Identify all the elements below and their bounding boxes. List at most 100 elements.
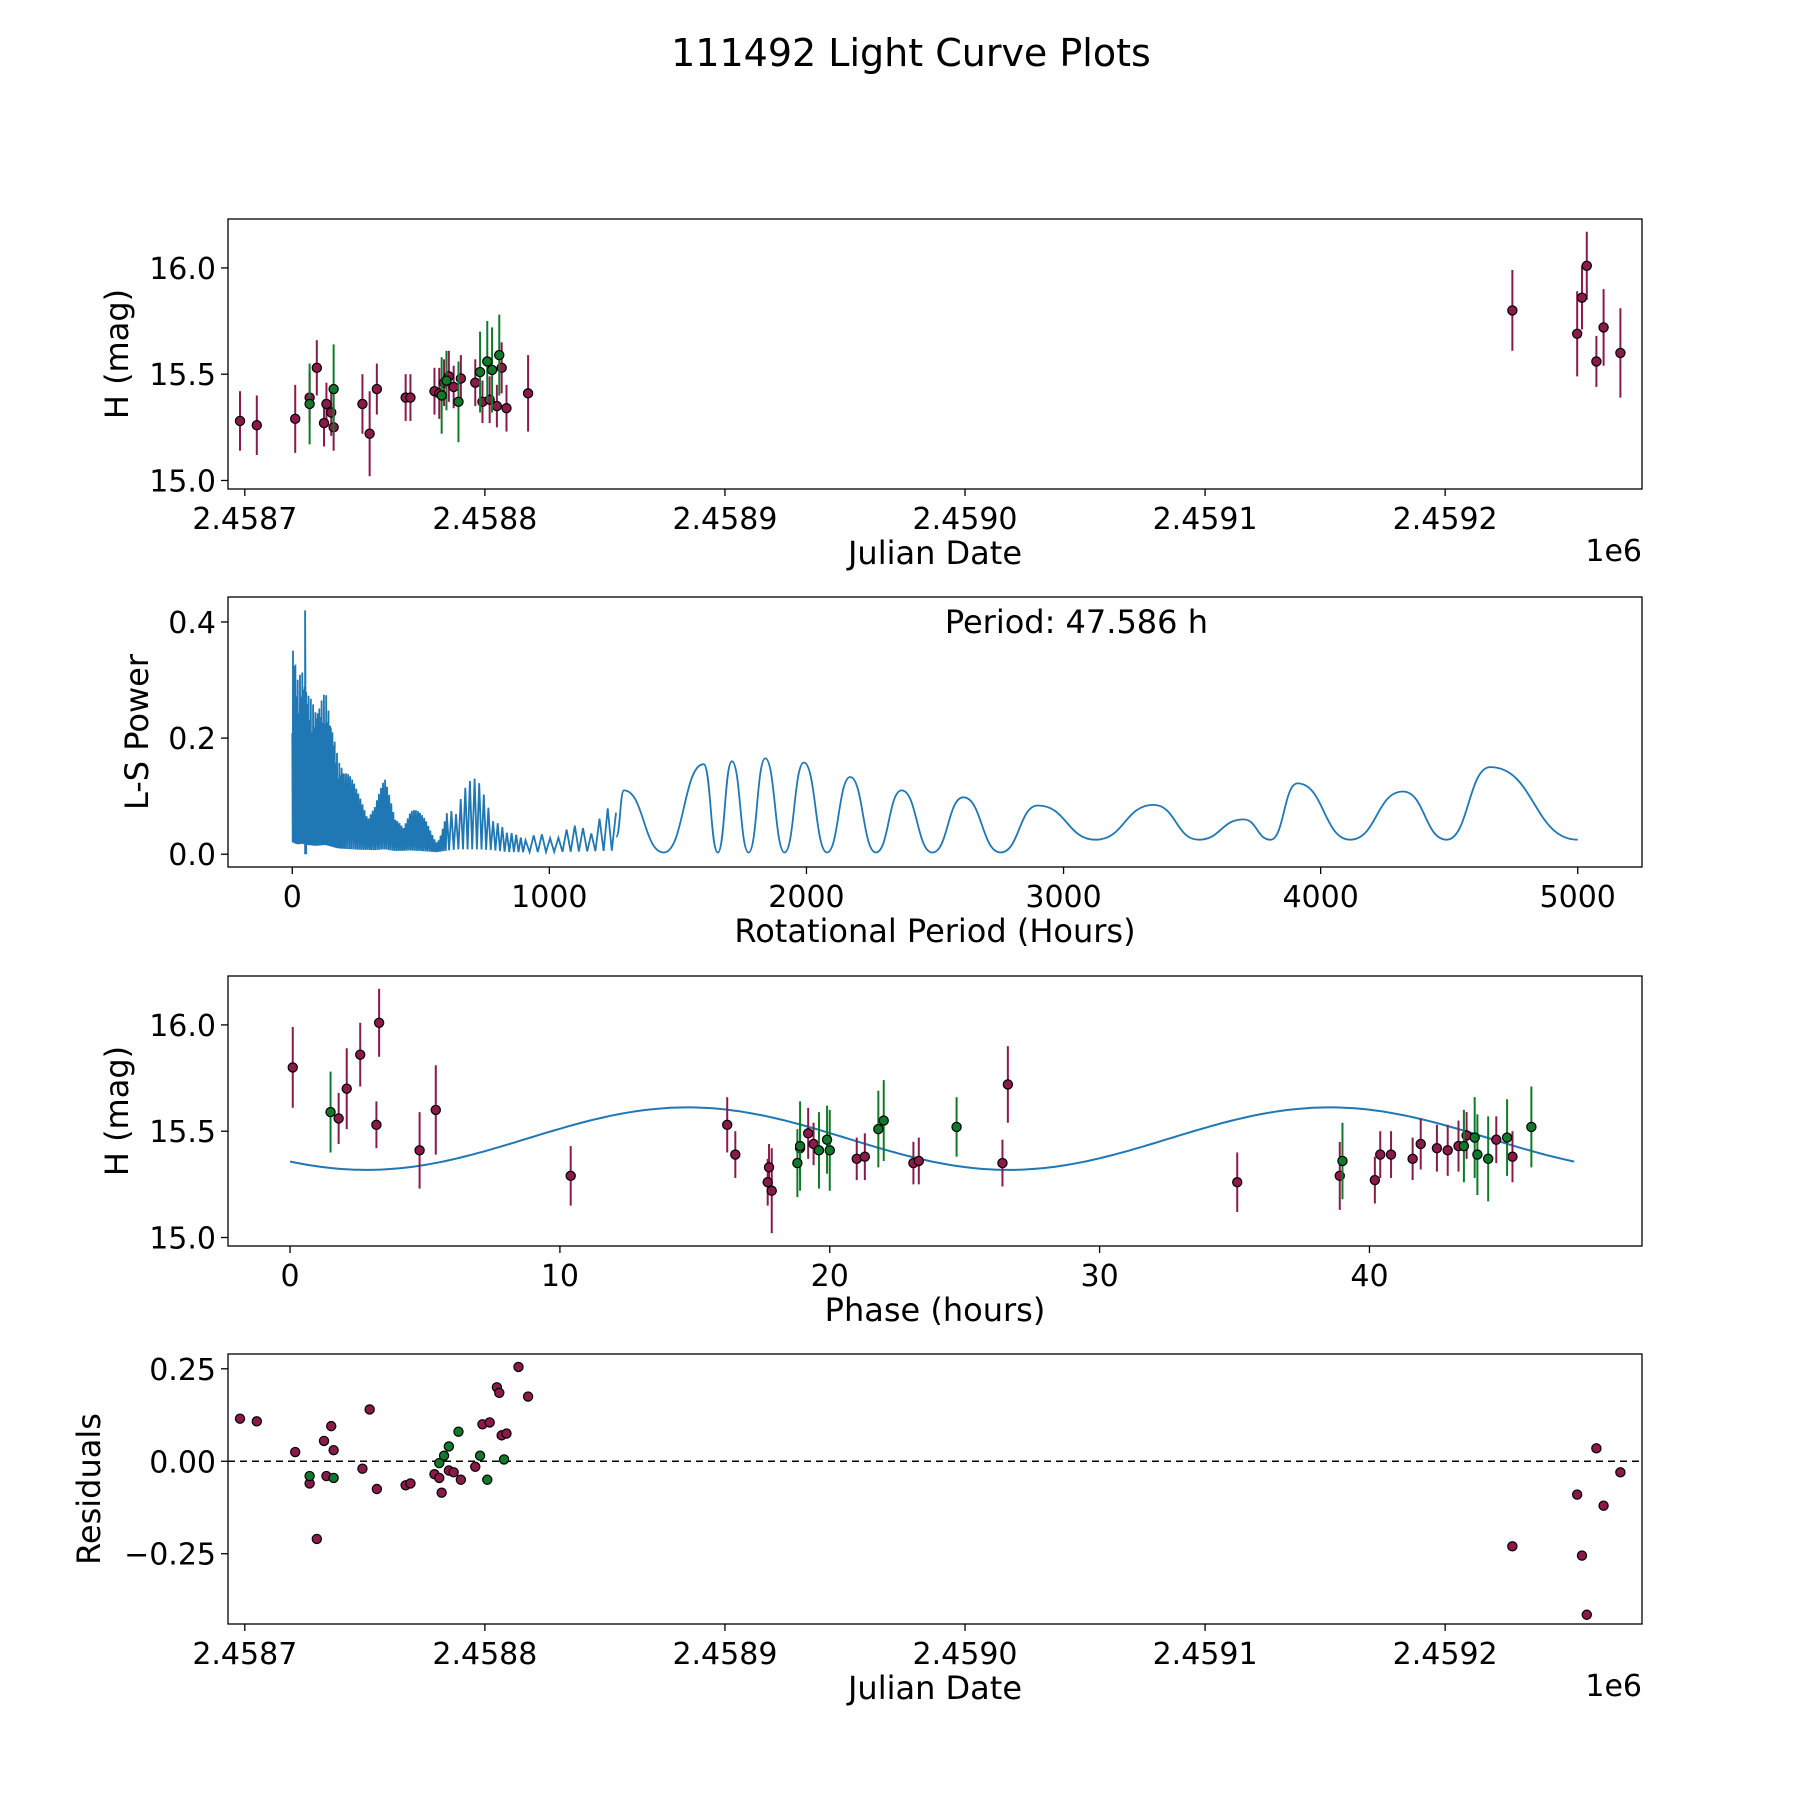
y-tick-label: 16.0 [149, 1009, 216, 1044]
data-point [565, 1170, 576, 1182]
data-point [251, 1416, 263, 1427]
data-point [1576, 1550, 1588, 1561]
data-point [287, 1062, 298, 1073]
x-tick-label: 30 [1081, 1259, 1119, 1294]
x-tick-label: 2.4589 [672, 502, 777, 537]
data-point [501, 403, 512, 414]
data-point [434, 1472, 445, 1484]
data-point [405, 392, 416, 403]
phased-frame [227, 975, 1643, 1247]
y-tick-label: 15.5 [149, 1115, 216, 1150]
x-tick-label: 2.4591 [1153, 1637, 1258, 1672]
data-point [762, 1177, 773, 1188]
data-point [1431, 1143, 1443, 1154]
data-point [441, 375, 452, 386]
data-point [1469, 1132, 1480, 1143]
data-point [325, 1106, 336, 1118]
data-point [484, 1417, 495, 1428]
lightcurve-plot-area [234, 231, 1626, 477]
x-tick-label: 1000 [511, 880, 587, 915]
periodogram-frame [227, 596, 1643, 868]
data-point [951, 1121, 962, 1133]
data-point [234, 1413, 246, 1424]
data-point [290, 1446, 301, 1458]
data-point [1472, 1149, 1483, 1160]
data-point [1598, 1500, 1609, 1511]
residuals-plot-area [228, 1361, 1642, 1620]
data-point [1598, 322, 1609, 333]
data-point [1501, 1132, 1513, 1143]
y-axis-label: L-S Power [118, 653, 156, 810]
data-point [482, 356, 493, 367]
data-point [1507, 305, 1518, 316]
period-annotation: Period: 47.586 h [945, 603, 1208, 641]
model-curve [289, 1106, 1575, 1171]
data-point [364, 1404, 375, 1415]
x-tick-label: 2.4587 [192, 502, 297, 537]
data-point [328, 383, 339, 395]
data-point [405, 1478, 416, 1489]
data-point [1615, 347, 1626, 359]
data-point [730, 1149, 741, 1160]
x-axis-label: Phase (hours) [825, 1291, 1046, 1329]
y-tick-label: 15.0 [149, 464, 216, 499]
phased-panel: 0 10 20 30 40 15.0 15.5 16.0 Phase (hours) H (mag… [98, 975, 1643, 1329]
data-point [997, 1157, 1008, 1169]
periodogram-line [291, 610, 1578, 856]
y-tick-label: 0.4 [168, 606, 216, 641]
data-point [364, 428, 375, 439]
x-tick-label: 2.4590 [913, 502, 1018, 537]
data-point [474, 1450, 486, 1461]
periodogram-panel: 0 1000 2000 3000 4000 5000 0.0 0.2 0.4 Rotational… [118, 596, 1643, 950]
y-tick-label: 16.0 [149, 252, 216, 287]
data-point [357, 398, 368, 410]
data-point [470, 1461, 481, 1473]
x-tick-label: 10 [541, 1259, 579, 1294]
x-tick-label: 2.4587 [192, 1637, 297, 1672]
data-point [486, 364, 498, 376]
data-point [913, 1155, 925, 1167]
data-point [474, 366, 486, 378]
data-point [1458, 1140, 1470, 1152]
data-point [318, 417, 330, 429]
data-point [513, 1361, 524, 1373]
data-point [1232, 1177, 1243, 1188]
data-point [1491, 1134, 1502, 1145]
y-tick-label: 0.0 [168, 838, 216, 873]
data-point [1507, 1541, 1518, 1552]
data-point [304, 1470, 315, 1482]
data-point [1591, 356, 1602, 367]
y-axis-label: Residuals [70, 1413, 108, 1565]
x-axis-label: Julian Date [846, 534, 1022, 572]
data-point [328, 1472, 339, 1484]
x-tick-label: 2.4591 [1153, 502, 1258, 537]
data-point [522, 388, 534, 399]
y-tick-label: −0.25 [124, 1538, 216, 1573]
data-point [1002, 1079, 1014, 1090]
data-point [371, 1483, 383, 1495]
x-tick-label: 3000 [1025, 880, 1101, 915]
data-point [802, 1128, 814, 1139]
data-point [436, 390, 447, 401]
data-point [328, 1444, 339, 1456]
data-point [792, 1157, 803, 1169]
x-offset-label: 1e6 [1585, 534, 1642, 569]
data-point [1375, 1149, 1386, 1160]
data-point [1415, 1138, 1426, 1150]
x-axis-label: Julian Date [846, 1669, 1022, 1707]
data-point [1581, 260, 1592, 271]
y-tick-label: 0.2 [168, 722, 216, 757]
data-point [821, 1134, 833, 1145]
data-point [290, 413, 301, 425]
data-point [453, 1426, 464, 1437]
data-point [443, 1441, 455, 1452]
data-point [794, 1140, 806, 1152]
phased-plot-area [287, 988, 1575, 1234]
data-point [1581, 1609, 1592, 1620]
data-point [371, 383, 383, 395]
periodogram-plot-area [291, 610, 1578, 856]
data-point [482, 1474, 493, 1485]
x-tick-label: 0 [283, 880, 302, 915]
data-point [501, 1428, 512, 1439]
